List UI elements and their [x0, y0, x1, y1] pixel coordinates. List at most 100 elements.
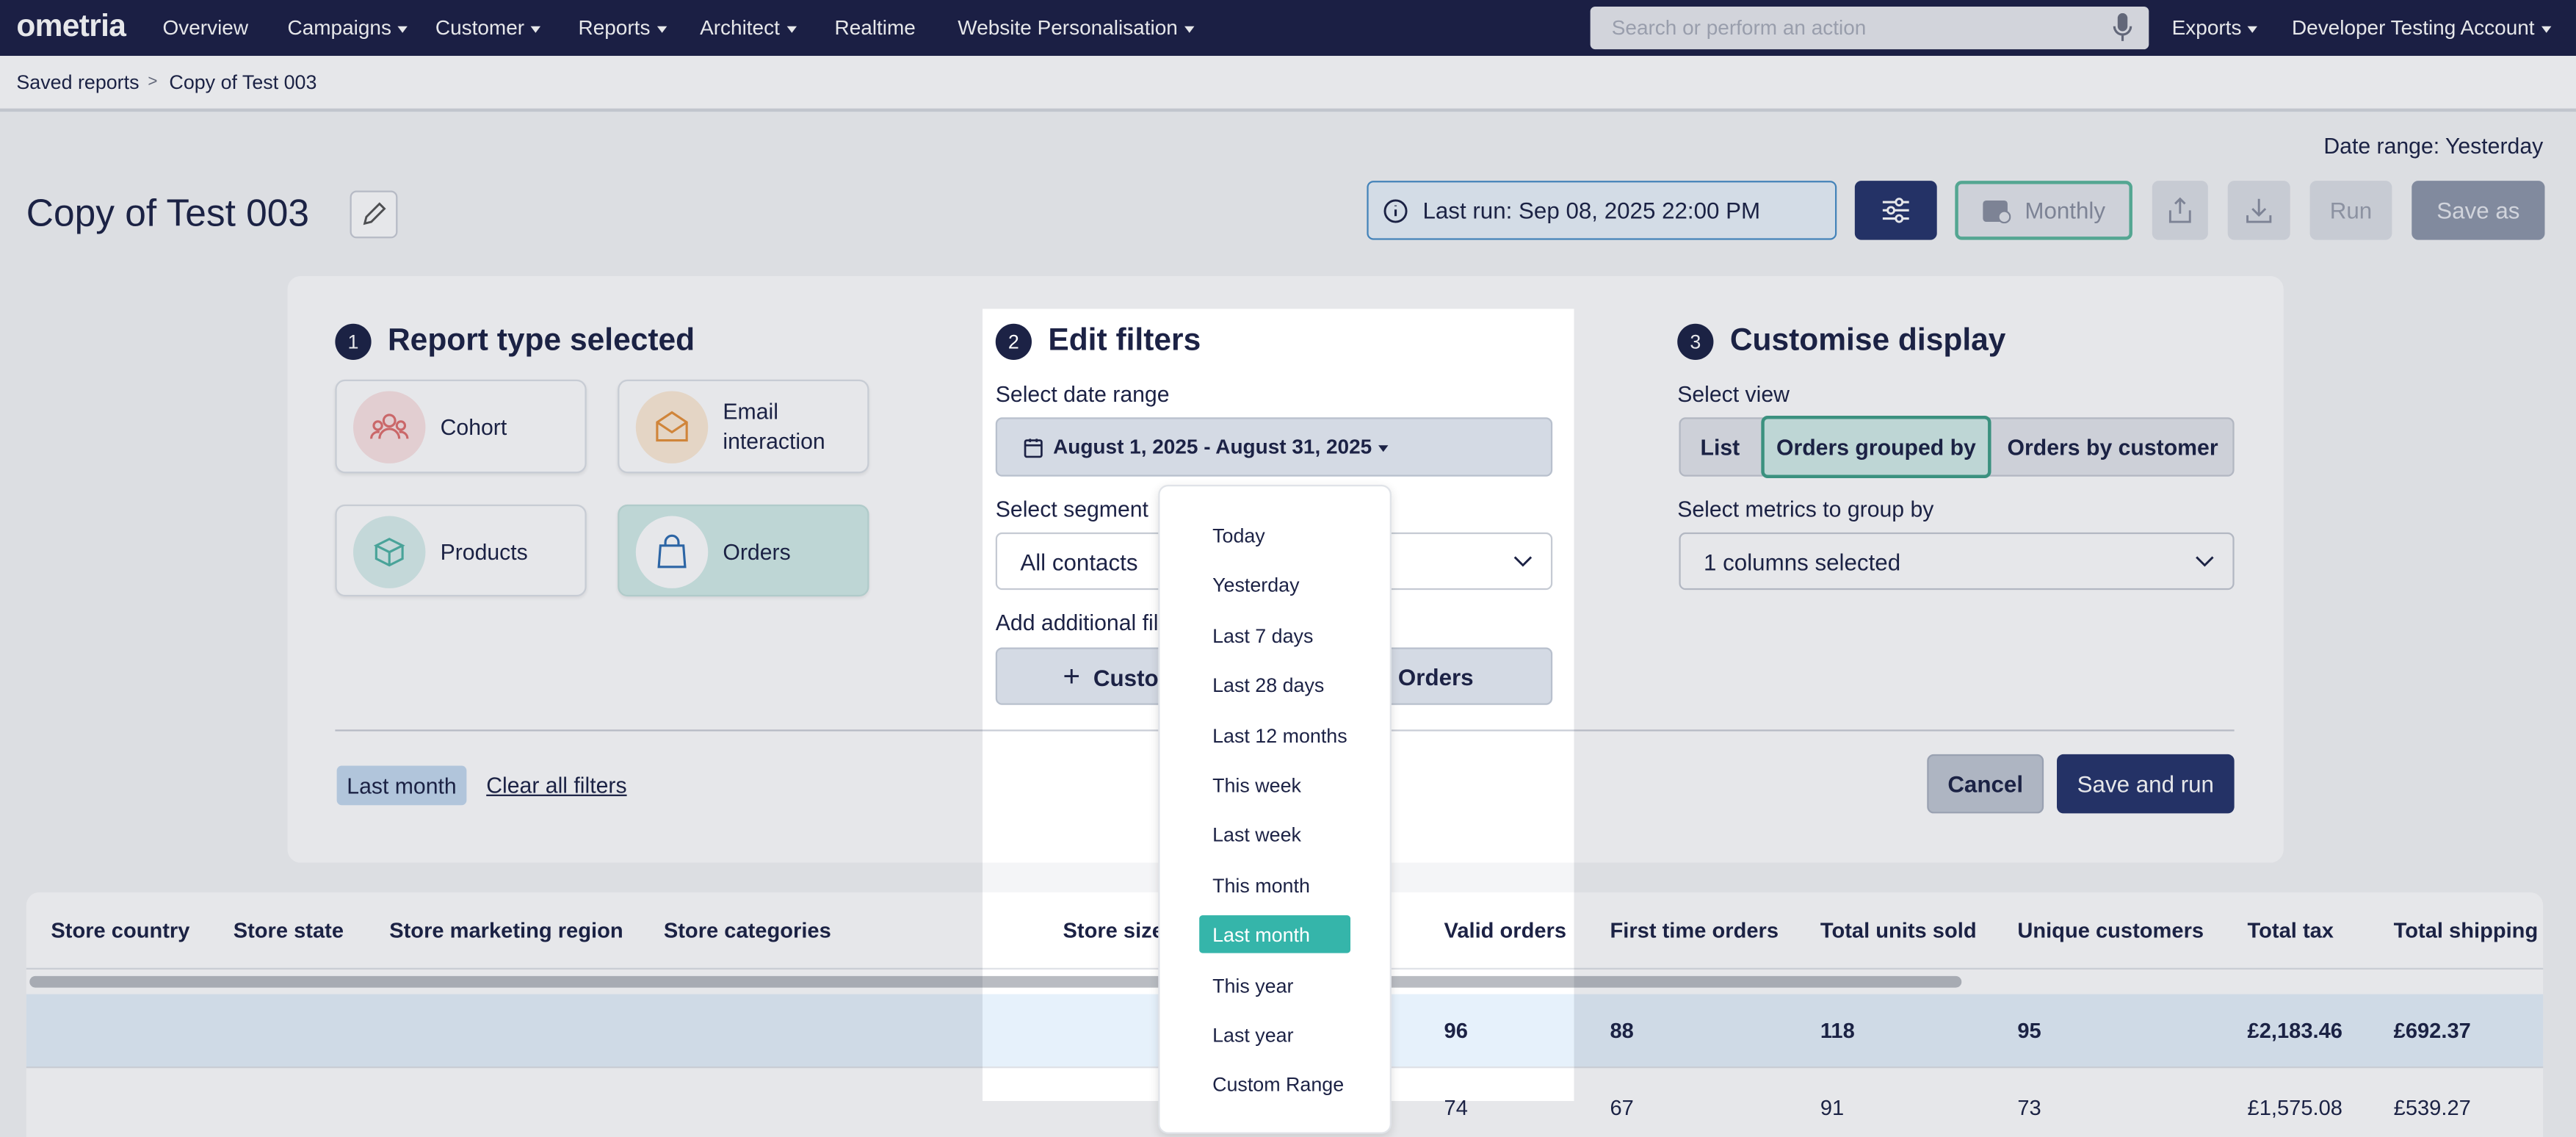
- dropdown-option[interactable]: This year: [1212, 973, 1294, 997]
- save-as-button[interactable]: Save as: [2412, 181, 2545, 240]
- nav-item[interactable]: Campaigns: [288, 16, 408, 39]
- breadcrumb-bar: Saved reports > Copy of Test 003: [0, 56, 2576, 112]
- save-run-button[interactable]: Save and run: [2057, 754, 2235, 814]
- table-cell: 96: [1444, 1017, 1468, 1043]
- field-label: Select view: [1677, 382, 1790, 407]
- view-option-selected[interactable]: Orders grouped by: [1761, 416, 1991, 479]
- nav-item[interactable]: Reports: [579, 16, 667, 39]
- report-type-label: Email interaction: [723, 399, 825, 454]
- column-header: Total shipping: [2393, 917, 2539, 943]
- cancel-label: Cancel: [1947, 770, 2024, 798]
- table-cell: £539.27: [2393, 1095, 2471, 1120]
- dropdown-option[interactable]: Yesterday: [1212, 574, 1300, 597]
- step-title: Report type selected: [387, 323, 695, 358]
- nav-account[interactable]: Developer Testing Account: [2292, 16, 2551, 39]
- active-filter-chip[interactable]: Last month: [336, 765, 467, 806]
- metrics-value: 1 columns selected: [1704, 549, 1901, 576]
- metrics-select[interactable]: 1 columns selected: [1679, 532, 2235, 591]
- view-option[interactable]: List: [1679, 417, 1761, 477]
- view-option[interactable]: Orders by customer: [1991, 417, 2235, 477]
- schedule-label: Monthly: [2025, 197, 2106, 224]
- table-cell: 73: [2017, 1095, 2041, 1120]
- sliders-icon: [1882, 198, 1909, 223]
- step-title: Edit filters: [1048, 323, 1201, 358]
- view-label: Orders grouped by: [1776, 434, 1976, 460]
- dropdown-option[interactable]: Last year: [1212, 1023, 1294, 1047]
- dropdown-option[interactable]: Last 7 days: [1212, 624, 1314, 648]
- dropdown-option-selected[interactable]: Last month: [1212, 923, 1310, 948]
- logo[interactable]: ometria: [16, 10, 126, 45]
- edit-title-button[interactable]: [350, 190, 398, 239]
- save-run-label: Save and run: [2077, 770, 2214, 798]
- column-header: Store marketing region: [389, 917, 623, 943]
- calendar-icon: [1983, 200, 2012, 224]
- column-header: Valid orders: [1444, 917, 1567, 943]
- report-type-label: Products: [440, 539, 528, 565]
- nav-item[interactable]: Overview: [162, 16, 249, 40]
- dropdown-option[interactable]: This week: [1212, 773, 1301, 798]
- chevron-icon: [2196, 556, 2214, 567]
- chevron-icon: [1513, 556, 1533, 567]
- dropdown-option[interactable]: Last week: [1212, 823, 1301, 848]
- report-type-tile-selected[interactable]: Orders: [618, 504, 869, 597]
- search-placeholder: Search or perform an action: [1611, 16, 1867, 40]
- step-number: 1: [335, 323, 372, 360]
- info-icon: [1383, 199, 1408, 223]
- plus-icon: +: [1063, 660, 1081, 693]
- report-type-tile[interactable]: Products: [335, 504, 587, 597]
- scrollbar[interactable]: [29, 975, 1962, 988]
- table-cell: 95: [2017, 1017, 2041, 1043]
- date-range-label: Date range: Yesterday: [2323, 134, 2544, 159]
- search-box[interactable]: Search or perform an action: [1590, 6, 2149, 50]
- share-icon: [2168, 197, 2191, 223]
- cancel-button[interactable]: Cancel: [1927, 754, 2044, 814]
- report-type-tile[interactable]: Cohort: [335, 379, 587, 474]
- table-cell: 88: [1610, 1017, 1634, 1043]
- report-type-label: Cohort: [440, 414, 507, 440]
- dropdown-option[interactable]: Last 28 days: [1212, 674, 1325, 698]
- table-cell: 91: [1820, 1095, 1845, 1120]
- step-number: 3: [1677, 323, 1714, 360]
- orders-icon: [635, 516, 709, 588]
- nav-item[interactable]: Website Personalisation: [958, 16, 1194, 39]
- breadcrumb-link[interactable]: Saved reports: [16, 71, 140, 94]
- date-range-dropdown: Today Yesterday Last 7 days Last 28 days Las…: [1158, 484, 1392, 1134]
- date-range-button[interactable]: August 1, 2025 - August 31, 2025: [995, 417, 1553, 477]
- column-header: Total units sold: [1820, 917, 1977, 943]
- column-header: Total tax: [2247, 917, 2334, 943]
- share-button[interactable]: [2152, 181, 2208, 240]
- step-title: Customise display: [1729, 323, 2006, 358]
- dropdown-option[interactable]: Today: [1212, 524, 1265, 548]
- run-button[interactable]: Run: [2309, 181, 2392, 240]
- schedule-button[interactable]: Monthly: [1955, 181, 2132, 240]
- report-type-tile[interactable]: Email interaction: [618, 379, 869, 474]
- nav-item[interactable]: Customer: [435, 16, 541, 39]
- table-cell: £692.37: [2393, 1017, 2471, 1043]
- field-label: Select metrics to group by: [1677, 497, 1934, 522]
- dropdown-option[interactable]: Custom Range: [1212, 1073, 1345, 1097]
- column-header: Store country: [51, 917, 190, 943]
- pencil-icon: [363, 202, 386, 225]
- nav-item[interactable]: Architect: [700, 16, 796, 39]
- table-cell: £1,575.08: [2247, 1095, 2342, 1120]
- run-label: Run: [2329, 197, 2373, 224]
- nav-exports[interactable]: Exports: [2172, 16, 2258, 39]
- filter-button-label[interactable]: Orders: [1397, 663, 1474, 690]
- clear-filters-link[interactable]: Clear all filters: [486, 773, 627, 798]
- dropdown-option[interactable]: Last 12 months: [1212, 723, 1347, 748]
- breadcrumb-separator: >: [148, 73, 158, 92]
- field-label: Select segment: [995, 497, 1148, 522]
- view-label: Orders by customer: [2007, 434, 2218, 460]
- download-button[interactable]: [2227, 181, 2290, 240]
- table-cell: 74: [1444, 1095, 1468, 1120]
- mic-icon[interactable]: [2113, 12, 2132, 43]
- nav-item[interactable]: Realtime: [834, 16, 916, 40]
- report-title: Copy of Test 003: [26, 191, 310, 234]
- top-nav: ometria Overview Campaigns Customer Repo…: [0, 0, 2576, 57]
- column-header: First time orders: [1610, 917, 1779, 943]
- last-run: Last run: Sep 08, 2025 22:00 PM: [1422, 197, 1761, 224]
- calendar-icon: [1024, 438, 1043, 458]
- settings-button[interactable]: [1854, 181, 1937, 240]
- cohort-icon: [353, 391, 426, 463]
- dropdown-option[interactable]: This month: [1212, 873, 1310, 898]
